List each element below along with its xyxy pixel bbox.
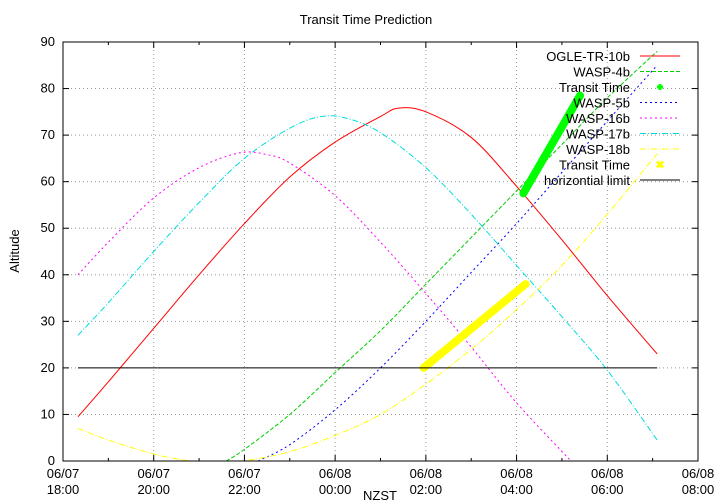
x-tick-time: 18:00 xyxy=(47,482,80,497)
transit-time-band xyxy=(419,280,530,372)
legend-label: WASP-5b xyxy=(573,96,630,111)
series-line xyxy=(226,50,658,461)
legend-cross-marker xyxy=(655,160,665,169)
x-tick-time: 04:00 xyxy=(500,482,533,497)
axis-ticks: 010203040506070809006/0718:0006/0720:000… xyxy=(41,34,715,497)
series-line xyxy=(77,115,658,441)
y-tick-label: 10 xyxy=(41,406,55,421)
y-tick-label: 50 xyxy=(41,220,55,235)
legend-label: Transit Time xyxy=(559,158,630,173)
x-tick-date: 06/08 xyxy=(682,466,715,481)
y-axis-label: Altitude xyxy=(7,229,22,272)
x-tick-time: 02:00 xyxy=(410,482,443,497)
x-tick-time: 20:00 xyxy=(137,482,170,497)
y-tick-label: 80 xyxy=(41,81,55,96)
chart-title: Transit Time Prediction xyxy=(300,12,432,27)
legend-label: WASP-17b xyxy=(566,127,630,142)
legend-label: OGLE-TR-10b xyxy=(546,49,630,64)
legend-label: Transit Time xyxy=(559,80,630,95)
x-axis-label: NZST xyxy=(363,488,397,503)
legend-label: horizontial limit xyxy=(544,173,630,188)
y-tick-label: 60 xyxy=(41,174,55,189)
series-line xyxy=(77,151,572,461)
y-tick-label: 70 xyxy=(41,127,55,142)
legend-label: WASP-16b xyxy=(566,111,630,126)
curves xyxy=(77,50,658,461)
y-tick-label: 0 xyxy=(48,453,55,468)
y-tick-label: 20 xyxy=(41,360,55,375)
x-tick-date: 06/07 xyxy=(228,466,261,481)
legend-label: WASP-4b xyxy=(573,65,630,80)
x-tick-date: 06/07 xyxy=(137,466,170,481)
x-tick-time: 22:00 xyxy=(228,482,261,497)
x-tick-date: 06/08 xyxy=(591,466,624,481)
x-tick-date: 06/08 xyxy=(410,466,443,481)
y-tick-label: 90 xyxy=(41,34,55,49)
x-tick-time: 06:00 xyxy=(591,482,624,497)
x-tick-date: 06/08 xyxy=(500,466,533,481)
x-tick-date: 06/08 xyxy=(319,466,352,481)
y-tick-label: 40 xyxy=(41,267,55,282)
series-line xyxy=(257,64,658,461)
transit-time-band xyxy=(519,91,585,198)
x-tick-date: 06/07 xyxy=(47,466,80,481)
legend-plus-marker xyxy=(657,84,663,90)
x-tick-time: 08:00 xyxy=(682,482,715,497)
series-line xyxy=(77,153,658,461)
series-line xyxy=(77,107,658,418)
legend-label: WASP-18b xyxy=(566,142,630,157)
x-tick-time: 00:00 xyxy=(319,482,352,497)
y-tick-label: 30 xyxy=(41,313,55,328)
